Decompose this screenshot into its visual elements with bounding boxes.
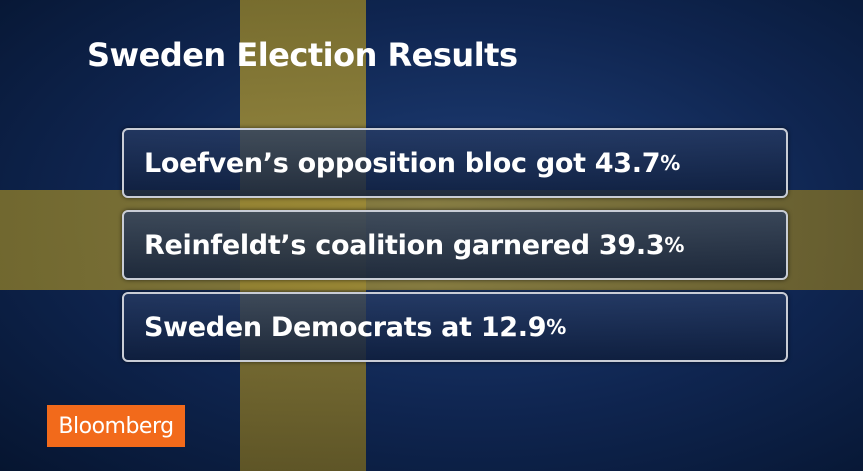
result-unit: % [664, 233, 685, 257]
result-box: Loefven’s opposition bloc got 43.7% [122, 128, 788, 198]
result-box: Reinfeldt’s coalition garnered 39.3% [122, 210, 788, 280]
logo: Bloomberg [47, 405, 185, 447]
result-text: Sweden Democrats at 12.9 [144, 311, 547, 343]
title: Sweden Election Results [87, 36, 518, 74]
result-text: Loefven’s opposition bloc got 43.7 [144, 147, 661, 179]
result-unit: % [546, 315, 567, 339]
result-unit: % [660, 151, 681, 175]
result-box: Sweden Democrats at 12.9% [122, 292, 788, 362]
result-text: Reinfeldt’s coalition garnered 39.3 [144, 229, 665, 261]
